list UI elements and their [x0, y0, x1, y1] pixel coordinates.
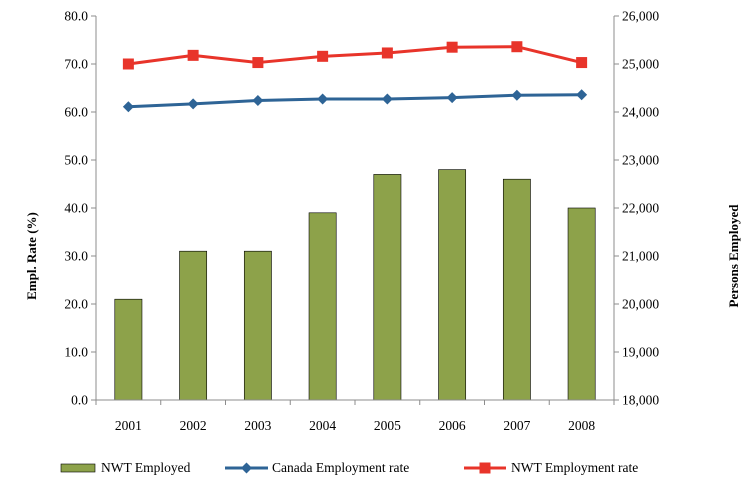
- bar-nwt-employed-2001: [114, 298, 143, 401]
- point-canada-employment-rate-2004: [317, 93, 329, 105]
- point-canada-employment-rate-2005: [381, 93, 393, 105]
- y-left-tick-label: 30.0: [64, 249, 88, 264]
- x-tick-label: 2001: [115, 418, 142, 433]
- point-canada-employment-rate-2002: [187, 98, 199, 110]
- x-tick-label: 2005: [374, 418, 401, 433]
- y-left-tick-label: 50.0: [64, 153, 88, 168]
- y-left-tick-label: 0.0: [71, 393, 88, 408]
- lines-layer: [122, 41, 588, 113]
- axes-layer: [91, 15, 619, 405]
- y-left-tick-label: 60.0: [64, 105, 88, 120]
- bars-layer: [114, 169, 596, 401]
- point-canada-employment-rate-2008: [576, 89, 588, 101]
- y-right-tick-label: 18,000: [622, 393, 659, 408]
- bar-nwt-employed-2008: [567, 207, 596, 401]
- legend-label-nwt-employed: NWT Employed: [101, 460, 191, 475]
- y-right-tick-label: 20,000: [622, 297, 659, 312]
- y-left-tick-label: 10.0: [64, 345, 88, 360]
- bar-nwt-employed-2002: [179, 250, 208, 401]
- x-tick-label: 2004: [309, 418, 336, 433]
- x-tick-label: 2002: [180, 418, 207, 433]
- point-nwt-employment-rate-2003: [252, 57, 264, 69]
- y-right-tick-label: 22,000: [622, 201, 659, 216]
- legend-marker-nwt-employment-rate: [479, 462, 491, 474]
- legend-marker-canada-employment-rate: [241, 462, 252, 474]
- y-left-tick-label: 80.0: [64, 9, 88, 24]
- point-nwt-employment-rate-2005: [381, 47, 393, 59]
- y-left-tick-label: 70.0: [64, 57, 88, 72]
- bar-nwt-employed-2006: [438, 169, 467, 401]
- bar-nwt-employed-2004: [308, 212, 337, 401]
- y-axis-left-title: Empl. Rate (%): [24, 212, 39, 300]
- tick-labels: 0.0 10.0 20.0 30.0 40.0 50.0 60.0 70.0 80.0 18,00…: [64, 9, 659, 434]
- legend-swatch-nwt-employed: [60, 463, 96, 473]
- legend: NWT Employed Canada Employment rate NWT …: [60, 460, 638, 475]
- legend-label-canada-employment-rate: Canada Employment rate: [272, 460, 409, 475]
- x-tick-label: 2007: [503, 418, 530, 433]
- legend-label-nwt-employment-rate: NWT Employment rate: [511, 460, 638, 475]
- y-right-tick-label: 25,000: [622, 57, 659, 72]
- point-nwt-employment-rate-2004: [317, 50, 329, 62]
- point-nwt-employment-rate-2002: [187, 49, 199, 61]
- x-tick-label: 2003: [244, 418, 271, 433]
- point-nwt-employment-rate-2008: [576, 57, 588, 69]
- y-right-tick-label: 19,000: [622, 345, 659, 360]
- y-right-tick-label: 24,000: [622, 105, 659, 120]
- y-left-tick-label: 40.0: [64, 201, 88, 216]
- point-nwt-employment-rate-2007: [511, 41, 523, 53]
- point-nwt-employment-rate-2001: [122, 58, 134, 70]
- bar-nwt-employed-2005: [373, 174, 402, 401]
- y-right-tick-label: 26,000: [622, 9, 659, 24]
- bar-nwt-employed-2003: [243, 250, 272, 401]
- line-canada-employment-rate: [128, 93, 582, 109]
- point-canada-employment-rate-2003: [252, 94, 264, 106]
- point-canada-employment-rate-2007: [511, 89, 523, 101]
- y-right-tick-label: 21,000: [622, 249, 659, 264]
- point-canada-employment-rate-2001: [122, 101, 134, 113]
- point-canada-employment-rate-2006: [446, 92, 458, 104]
- line-nwt-employment-rate: [128, 45, 582, 66]
- x-tick-label: 2006: [439, 418, 466, 433]
- bar-nwt-employed-2007: [502, 178, 531, 401]
- y-axis-right-title: Persons Employed: [726, 204, 741, 308]
- point-nwt-employment-rate-2006: [446, 41, 458, 53]
- y-right-tick-label: 23,000: [622, 153, 659, 168]
- x-tick-label: 2008: [568, 418, 595, 433]
- y-left-tick-label: 20.0: [64, 297, 88, 312]
